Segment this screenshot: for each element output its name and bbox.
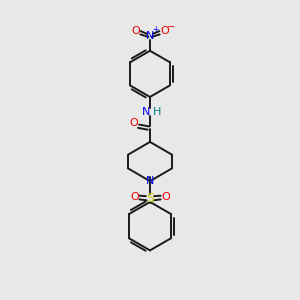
Text: +: + — [152, 26, 158, 34]
Text: O: O — [161, 192, 170, 202]
Text: H: H — [153, 107, 162, 117]
Text: N: N — [146, 176, 154, 186]
Text: −: − — [167, 22, 175, 32]
Text: O: O — [131, 26, 140, 36]
Text: N: N — [142, 107, 151, 117]
Text: O: O — [129, 118, 138, 128]
Text: O: O — [160, 26, 169, 36]
Text: O: O — [130, 192, 139, 202]
Text: S: S — [146, 192, 154, 205]
Text: N: N — [146, 31, 154, 41]
